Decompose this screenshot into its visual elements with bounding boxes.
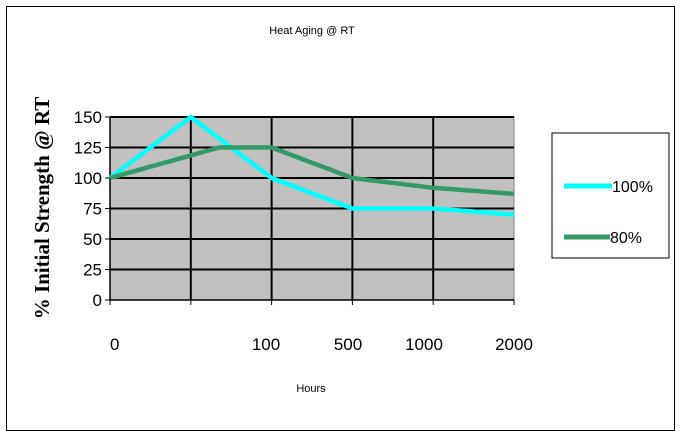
x-axis-label: Hours [296,383,326,395]
y-axis-label: % Initial Strength @ RT [30,97,54,320]
x-tick-label: 500 [334,335,362,354]
x-tick-label: 0 [110,335,119,354]
x-tick-label: 100 [252,335,280,354]
y-tick-label: 75 [83,200,102,219]
tick-labels: 0 25 50 75 100 125 150 0 100 500 1000 2000 [74,108,533,354]
y-tick-label: 125 [74,139,102,158]
series-line-0 [108,114,515,217]
series-line-1 [109,145,515,197]
series-layer [108,114,515,217]
legend: 100% 80% [551,132,670,259]
grid-lines [110,116,514,300]
y-tick-label: 25 [83,261,102,280]
axes [105,116,515,305]
y-tick-label: 150 [74,108,102,127]
y-tick-label: 0 [93,291,102,310]
y-tick-label: 50 [83,230,102,249]
x-tick-label: 1000 [405,335,443,354]
x-tick-label: 2000 [495,335,533,354]
y-tick-label: 100 [74,169,102,188]
chart-title: Heat Aging @ RT [269,25,355,37]
legend-label-80: 80% [610,230,642,247]
legend-label-100: 100% [612,179,653,196]
